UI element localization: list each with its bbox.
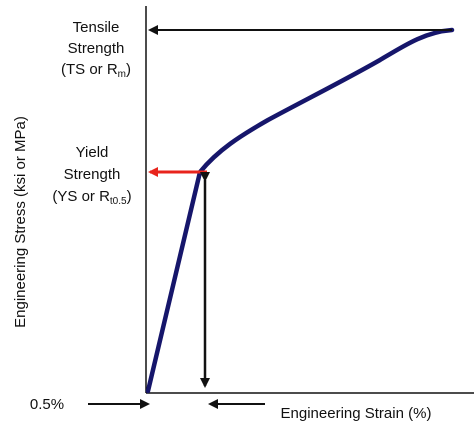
x-axis-label: Engineering Strain (%): [281, 405, 432, 422]
tensile-abbrev-close: ): [126, 61, 131, 78]
yield-abbrev-subscript: t0.5: [110, 196, 127, 207]
yield-abbrev-open: (YS or R: [52, 188, 110, 205]
tensile-abbrev-subscript: m: [118, 69, 126, 80]
stress-strain-curve: [145, 27, 455, 394]
yield-label-line2: Strength: [64, 166, 121, 183]
y-axis-label: Engineering Stress (ksi or MPa): [12, 116, 29, 328]
tensile-abbrev-open: (TS or R: [61, 61, 118, 78]
yield-label-line1: Yield: [76, 144, 109, 161]
offset-label: 0.5%: [30, 396, 64, 413]
tensile-label-line1: Tensile: [73, 19, 120, 36]
yield-label-abbrev: (YS or Rt0.5): [52, 188, 131, 207]
tensile-label-line2: Strength: [68, 40, 125, 57]
tensile-label-abbrev: (TS or Rm): [61, 61, 131, 80]
yield-abbrev-close: ): [127, 188, 132, 205]
